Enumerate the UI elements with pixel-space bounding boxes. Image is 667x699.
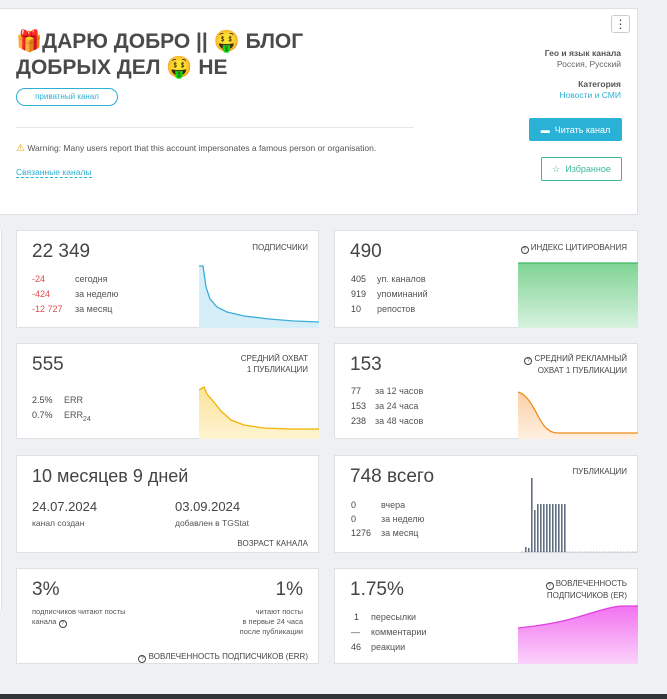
channel-title: 🎁ДАРЮ ДОБРО || 🤑 БЛОГ ДОБРЫХ ДЕЛ 🤑 НЕ — [16, 30, 304, 79]
favorite-button[interactable]: ☆ Избранное — [541, 157, 622, 181]
read-channel-button[interactable]: ▬ Читать канал — [529, 118, 622, 141]
err-desc-24h: читают посты в первые 24 часа после публ… — [239, 607, 303, 636]
posts-bar-sparkline — [521, 478, 637, 553]
age-label: ВОЗРАСТ КАНАЛА — [237, 539, 308, 548]
geo-label: Гео и язык канала — [544, 48, 621, 58]
citation-label: ? ИНДЕКС ЦИТИРОВАНИЯ — [520, 242, 627, 254]
reach-value: 555 — [32, 354, 64, 375]
category-value[interactable]: Новости и СМИ — [559, 90, 621, 100]
posts-card: 748 всего ПУБЛИКАЦИИ 0 вчера 0 за неделю 1… — [334, 455, 638, 553]
ad-reach-card: 153 ? СРЕДНИЙ РЕКЛАМНЫЙ ОХВАТ 1 ПУБЛИКАЦИ… — [334, 343, 638, 439]
err-value-total: 3% — [32, 579, 60, 600]
info-icon: ? — [520, 246, 529, 254]
posts-label: ПУБЛИКАЦИИ — [572, 467, 628, 476]
created-label: канал создан — [32, 518, 85, 528]
info-icon: ? — [524, 357, 533, 365]
subscribers-card: 22 349 ПОДПИСЧИКИ -24 сегодня -424 за неде… — [16, 230, 319, 328]
reach-card: 555 СРЕДНИЙ ОХВАТ 1 ПУБЛИКАЦИИ 2.5% ERR 0.… — [16, 343, 319, 439]
created-date: 24.07.2024 — [32, 499, 98, 514]
warning-icon: ⚠ — [16, 143, 25, 154]
ad-reach-value: 153 — [350, 354, 382, 375]
err-value-24h: 1% — [275, 579, 303, 600]
subscribers-sparkline — [199, 265, 319, 328]
private-channel-badge: приватный канал — [16, 88, 118, 106]
divider — [16, 127, 414, 128]
subscribers-value: 22 349 — [32, 241, 91, 262]
info-icon: ? — [58, 620, 67, 628]
ad-reach-sparkline — [518, 391, 638, 439]
channel-age-card: 10 месяцев 9 дней 24.07.2024 канал созда… — [16, 455, 319, 553]
er-label: ? ВОВЛЕЧЕННОСТЬ ПОДПИСЧИКОВ (ER) — [545, 579, 627, 600]
subscribers-label: ПОДПИСЧИКИ — [252, 243, 308, 252]
err-card: 3% подписчиков читают посты канала ? 1% … — [16, 568, 319, 664]
citation-sparkline — [518, 262, 638, 328]
posts-value: 748 всего — [350, 466, 435, 487]
added-date: 03.09.2024 — [175, 499, 241, 514]
info-icon: ? — [545, 582, 554, 590]
reach-label: СРЕДНИЙ ОХВАТ 1 ПУБЛИКАЦИИ — [240, 354, 308, 374]
citation-card: 490 ? ИНДЕКС ЦИТИРОВАНИЯ 405 уп. каналов … — [334, 230, 638, 328]
left-panel-edge — [0, 230, 2, 610]
channel-header-card: 🎁ДАРЮ ДОБРО || 🤑 БЛОГ ДОБРЫХ ДЕЛ 🤑 НЕ пр… — [0, 8, 638, 215]
related-channels-link[interactable]: Связанные каналы — [16, 167, 92, 178]
star-icon: ☆ — [552, 163, 561, 174]
er-sparkline — [518, 605, 638, 664]
warning-message: ⚠ Warning: Many users report that this a… — [16, 143, 377, 154]
ad-reach-label: ? СРЕДНИЙ РЕКЛАМНЫЙ ОХВАТ 1 ПУБЛИКАЦИИ — [524, 353, 627, 376]
added-label: добавлен в TGStat — [175, 518, 249, 528]
info-icon: ? — [138, 655, 147, 663]
age-value: 10 месяцев 9 дней — [32, 466, 189, 486]
citation-value: 490 — [350, 241, 382, 262]
category-label: Категория — [578, 79, 621, 89]
er-value: 1.75% — [350, 579, 404, 600]
geo-value: Россия, Русский — [556, 59, 621, 69]
bottom-bar — [0, 694, 667, 699]
read-icon: ▬ — [540, 124, 550, 135]
err-desc-total: подписчиков читают посты канала ? — [32, 607, 126, 628]
kebab-menu-icon: ⋮ — [614, 17, 627, 31]
err-label: ? ВОВЛЕЧЕННОСТЬ ПОДПИСЧИКОВ (ERR) — [138, 651, 308, 663]
kebab-menu-button[interactable]: ⋮ — [611, 15, 630, 33]
reach-sparkline — [199, 386, 319, 439]
